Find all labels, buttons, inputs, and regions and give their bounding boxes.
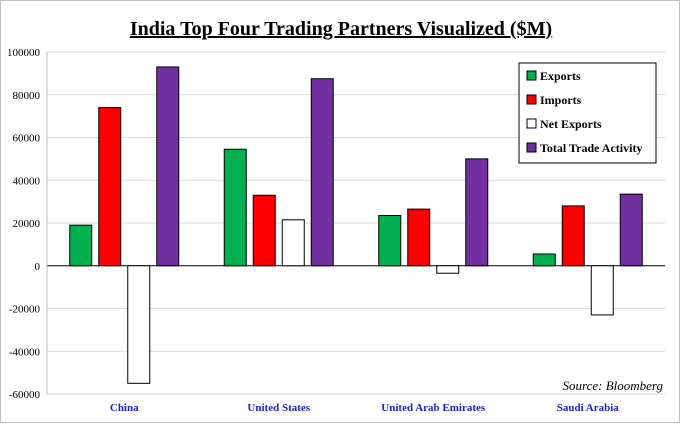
legend-label: Exports [540, 69, 581, 83]
category-label: United Arab Emirates [381, 402, 486, 414]
legend-swatch [526, 142, 537, 153]
x-axis-categories: China United States United Arab Emirates Sa… [110, 402, 619, 414]
legend-swatch [526, 70, 537, 81]
bar-total-trade-activity-united-states [310, 78, 334, 267]
bar-net-exports-united-arab-emirates [436, 265, 460, 274]
bar-imports-united-arab-emirates [407, 208, 431, 267]
y-tick-label: -60000 [9, 389, 41, 401]
y-tick-label: 60000 [13, 133, 41, 145]
bar-total-trade-activity-united-arab-emirates [465, 158, 489, 267]
bar-total-trade-activity-saudi-arabia [619, 193, 643, 267]
bar-imports-saudi-arabia [561, 205, 585, 267]
source-note: Source: Bloomberg [563, 378, 664, 393]
category-label: Saudi Arabia [557, 402, 620, 414]
category-label: United States [247, 402, 310, 414]
bar-imports-china [98, 107, 122, 267]
bar-total-trade-activity-china [156, 66, 180, 267]
y-tick-label: -20000 [9, 304, 41, 316]
bar-exports-united-arab-emirates [378, 215, 402, 267]
legend-box [518, 62, 657, 164]
legend-swatch [526, 94, 537, 105]
y-tick-label: 40000 [13, 175, 41, 187]
bar-imports-united-states [252, 194, 276, 267]
legend-label: Total Trade Activity [540, 141, 642, 155]
bar-exports-saudi-arabia [532, 253, 556, 267]
legend-swatch [526, 118, 537, 129]
y-axis-ticks: 100000 80000 60000 40000 20000 0 -20000 -40000 -… [7, 47, 41, 401]
legend-label: Imports [540, 93, 582, 107]
bar-net-exports-saudi-arabia [590, 265, 614, 316]
legend-label: Net Exports [540, 117, 602, 131]
y-tick-label: 20000 [13, 218, 41, 230]
bar-exports-china [69, 224, 93, 267]
y-tick-label: 100000 [7, 47, 41, 59]
category-label: China [110, 402, 139, 414]
chart-title: India Top Four Trading Partners Visualiz… [130, 18, 552, 40]
bar-net-exports-united-states [281, 219, 305, 267]
bar-net-exports-china [127, 265, 151, 384]
bar-exports-united-states [223, 148, 247, 267]
y-tick-label: 0 [35, 261, 41, 273]
y-tick-label: 80000 [13, 90, 41, 102]
legend: Exports Imports Net Exports Total Trade Act… [518, 62, 657, 164]
y-tick-label: -40000 [9, 346, 41, 358]
bars [69, 66, 643, 384]
